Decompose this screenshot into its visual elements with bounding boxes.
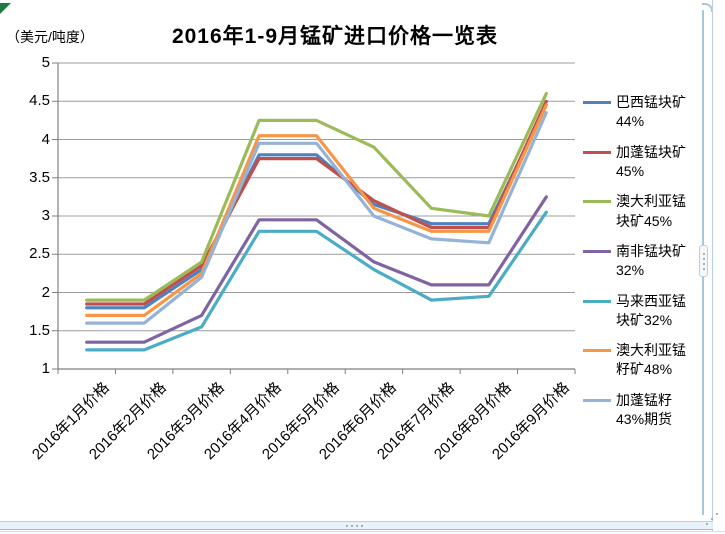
- legend-item[interactable]: 巴西锰块矿 44%: [583, 93, 705, 132]
- y-axis-tick-label: 3: [41, 207, 50, 224]
- legend: 巴西锰块矿 44% 加蓬锰块矿 45% 澳大利亚锰 块矿45% 南非锰块矿 32…: [583, 93, 705, 440]
- series-line-2[interactable]: [85, 91, 548, 302]
- legend-item-label: 南非锰块矿 32%: [616, 242, 686, 279]
- y-axis-tick-label: 5: [41, 54, 50, 71]
- outer-frame-right-border: [712, 0, 713, 531]
- legend-line-swatch: [583, 349, 611, 353]
- legend-item-label: 加蓬锰籽 43%期货: [616, 391, 673, 428]
- series-line-6[interactable]: [85, 111, 548, 325]
- legend-item-label: 澳大利亚锰 籽矿48%: [616, 342, 686, 378]
- legend-item[interactable]: 南非锰块矿 32%: [583, 242, 705, 281]
- legend-item[interactable]: 澳大利亚锰 块矿45%: [583, 192, 705, 231]
- chart-title: 2016年1-9月锰矿进口价格一览表: [171, 25, 499, 48]
- legend-line-swatch: [583, 150, 611, 154]
- legend-item[interactable]: 加蓬锰块矿 45%: [583, 143, 705, 182]
- y-axis-tick-label: 4: [41, 130, 50, 148]
- series-line-5[interactable]: [85, 103, 548, 317]
- legend-line-swatch: [583, 398, 611, 402]
- series-line-0[interactable]: [85, 103, 548, 310]
- legend-line-swatch: [583, 200, 611, 204]
- legend-item-label: 澳大利亚锰 块矿45%: [616, 193, 686, 229]
- resize-handle-bottom[interactable]: [340, 522, 368, 529]
- resize-handle-right[interactable]: [699, 245, 708, 277]
- series-line-4[interactable]: [85, 210, 548, 352]
- legend-item-label: 马来西亚锰 块矿32%: [616, 292, 686, 328]
- y-axis-tick-label: 4.5: [29, 92, 50, 110]
- legend-line-swatch: [583, 299, 611, 303]
- series-line-3[interactable]: [85, 195, 548, 344]
- y-axis-unit-label: （美元/吨度）: [6, 29, 94, 45]
- cell-error-indicator: [0, 3, 11, 14]
- y-axis-tick-label: 2.5: [29, 245, 50, 263]
- legend-item-label: 巴西锰块矿 44%: [616, 94, 686, 130]
- legend-item[interactable]: 加蓬锰籽 43%期货: [583, 391, 705, 430]
- legend-item[interactable]: 澳大利亚锰 籽矿48%: [583, 341, 705, 380]
- y-axis-tick-label: 1.5: [29, 321, 50, 339]
- y-axis-tick-label: 1: [41, 360, 50, 377]
- legend-line-swatch: [583, 249, 611, 253]
- outer-frame-bottom-border: [0, 531, 725, 532]
- legend-item-label: 加蓬锰块矿 45%: [616, 143, 686, 179]
- legend-item[interactable]: 马来西亚锰 块矿32%: [583, 292, 705, 331]
- y-axis-tick-label: 2: [41, 283, 50, 301]
- y-axis-tick-label: 3.5: [29, 168, 50, 186]
- series-line-1[interactable]: [85, 99, 548, 306]
- resize-handle-corner[interactable]: [704, 511, 722, 529]
- legend-line-swatch: [583, 101, 611, 104]
